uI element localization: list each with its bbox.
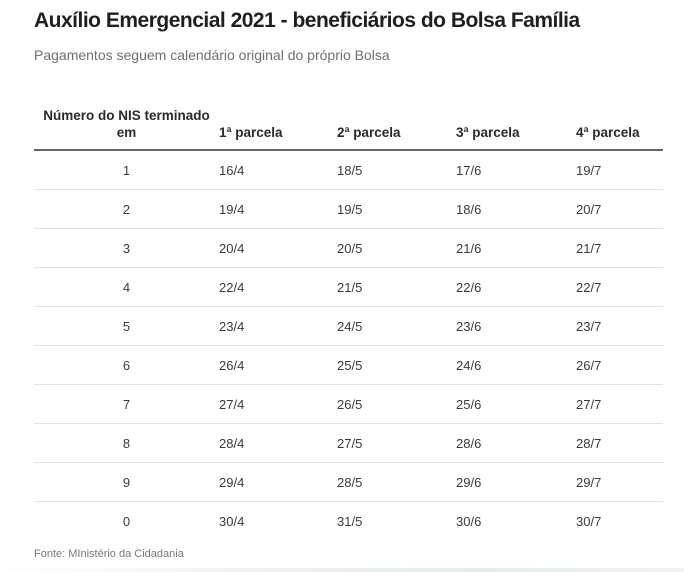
parcela-1-cell: 20/4 [219, 228, 337, 268]
column-header-parcela-3: 3ª parcela [456, 93, 576, 151]
parcela-1-cell: 19/4 [219, 189, 337, 229]
parcela-2-cell: 20/5 [337, 228, 456, 268]
parcela-3-cell: 18/6 [456, 189, 576, 229]
nis-cell: 8 [34, 423, 219, 463]
table-row: 0 30/4 31/5 30/6 30/7 [34, 502, 663, 541]
nis-cell: 1 [34, 150, 219, 190]
parcela-3-cell: 17/6 [456, 150, 576, 190]
parcela-2-cell: 19/5 [337, 189, 456, 229]
parcela-4-cell: 21/7 [576, 228, 663, 268]
parcela-2-cell: 21/5 [337, 267, 456, 307]
parcela-3-cell: 28/6 [456, 423, 576, 463]
nis-cell: 7 [34, 384, 219, 424]
column-header-parcela-4: 4ª parcela [576, 93, 663, 151]
page-title: Auxílio Emergencial 2021 - beneficiários… [34, 9, 580, 32]
nis-cell: 6 [34, 345, 219, 385]
parcela-4-cell: 27/7 [576, 384, 663, 424]
parcela-4-cell: 19/7 [576, 150, 663, 190]
table-row: 8 28/4 27/5 28/6 28/7 [34, 423, 663, 463]
table-row: 5 23/4 24/5 23/6 23/7 [34, 306, 663, 346]
parcela-4-cell: 30/7 [576, 513, 602, 529]
nis-cell: 3 [34, 228, 219, 268]
parcela-4-cell: 29/7 [576, 462, 663, 502]
parcela-2-cell: 25/5 [337, 345, 456, 385]
source-note: Fonte: MInistério da Cidadania [34, 548, 184, 560]
parcela-4-cell: 22/7 [576, 267, 663, 307]
parcela-1-cell: 23/4 [219, 306, 337, 346]
parcela-1-cell: 30/4 [219, 513, 245, 529]
parcela-2-cell: 28/5 [337, 462, 456, 502]
column-header-nis: Número do NIS terminado em [34, 93, 219, 151]
parcela-2-cell: 24/5 [337, 306, 456, 346]
parcela-1-cell: 28/4 [219, 423, 337, 463]
parcela-2-cell: 26/5 [337, 384, 456, 424]
parcela-3-cell: 22/6 [456, 267, 576, 307]
table-row: 6 26/4 25/5 24/6 26/7 [34, 345, 663, 385]
parcela-1-cell: 16/4 [219, 150, 337, 190]
parcela-2-cell: 18/5 [337, 150, 456, 190]
table-row: 1 16/4 18/5 17/6 19/7 [34, 150, 663, 190]
parcela-3-cell: 23/6 [456, 306, 576, 346]
parcela-4-cell: 23/7 [576, 306, 663, 346]
table-row: 9 29/4 28/5 29/6 29/7 [34, 462, 663, 502]
table-row: 2 19/4 19/5 18/6 20/7 [34, 189, 663, 229]
parcela-4-cell: 28/7 [576, 423, 663, 463]
table-row: 4 22/4 21/5 22/6 22/7 [34, 267, 663, 307]
parcela-3-cell: 29/6 [456, 462, 576, 502]
parcela-1-cell: 29/4 [219, 462, 337, 502]
page-subtitle: Pagamentos seguem calendário original do… [34, 47, 390, 63]
parcela-3-cell: 25/6 [456, 384, 576, 424]
column-header-parcela-1: 1ª parcela [219, 93, 337, 151]
parcela-1-cell: 26/4 [219, 345, 337, 385]
parcela-3-cell: 21/6 [456, 228, 576, 268]
nis-cell: 4 [34, 267, 219, 307]
nis-cell: 5 [34, 306, 219, 346]
table-row: 7 27/4 26/5 25/6 27/7 [34, 384, 663, 424]
parcela-3-cell: 24/6 [456, 345, 576, 385]
parcela-4-cell: 20/7 [576, 189, 663, 229]
parcela-2-cell: 27/5 [337, 423, 456, 463]
table-row: 3 20/4 20/5 21/6 21/7 [34, 228, 663, 268]
table-header-row: Número do NIS terminado em 1ª parcela 2ª… [34, 93, 663, 151]
nis-cell: 9 [34, 462, 219, 502]
payment-schedule-table: Número do NIS terminado em 1ª parcela 2ª… [34, 93, 663, 540]
nis-cell: 0 [122, 513, 131, 529]
nis-cell: 2 [34, 189, 219, 229]
parcela-2-cell: 31/5 [337, 513, 363, 529]
parcela-1-cell: 27/4 [219, 384, 337, 424]
column-header-parcela-2: 2ª parcela [337, 93, 456, 151]
bottom-divider [0, 568, 684, 572]
parcela-4-cell: 26/7 [576, 345, 663, 385]
parcela-1-cell: 22/4 [219, 267, 337, 307]
parcela-3-cell: 30/6 [456, 513, 482, 529]
